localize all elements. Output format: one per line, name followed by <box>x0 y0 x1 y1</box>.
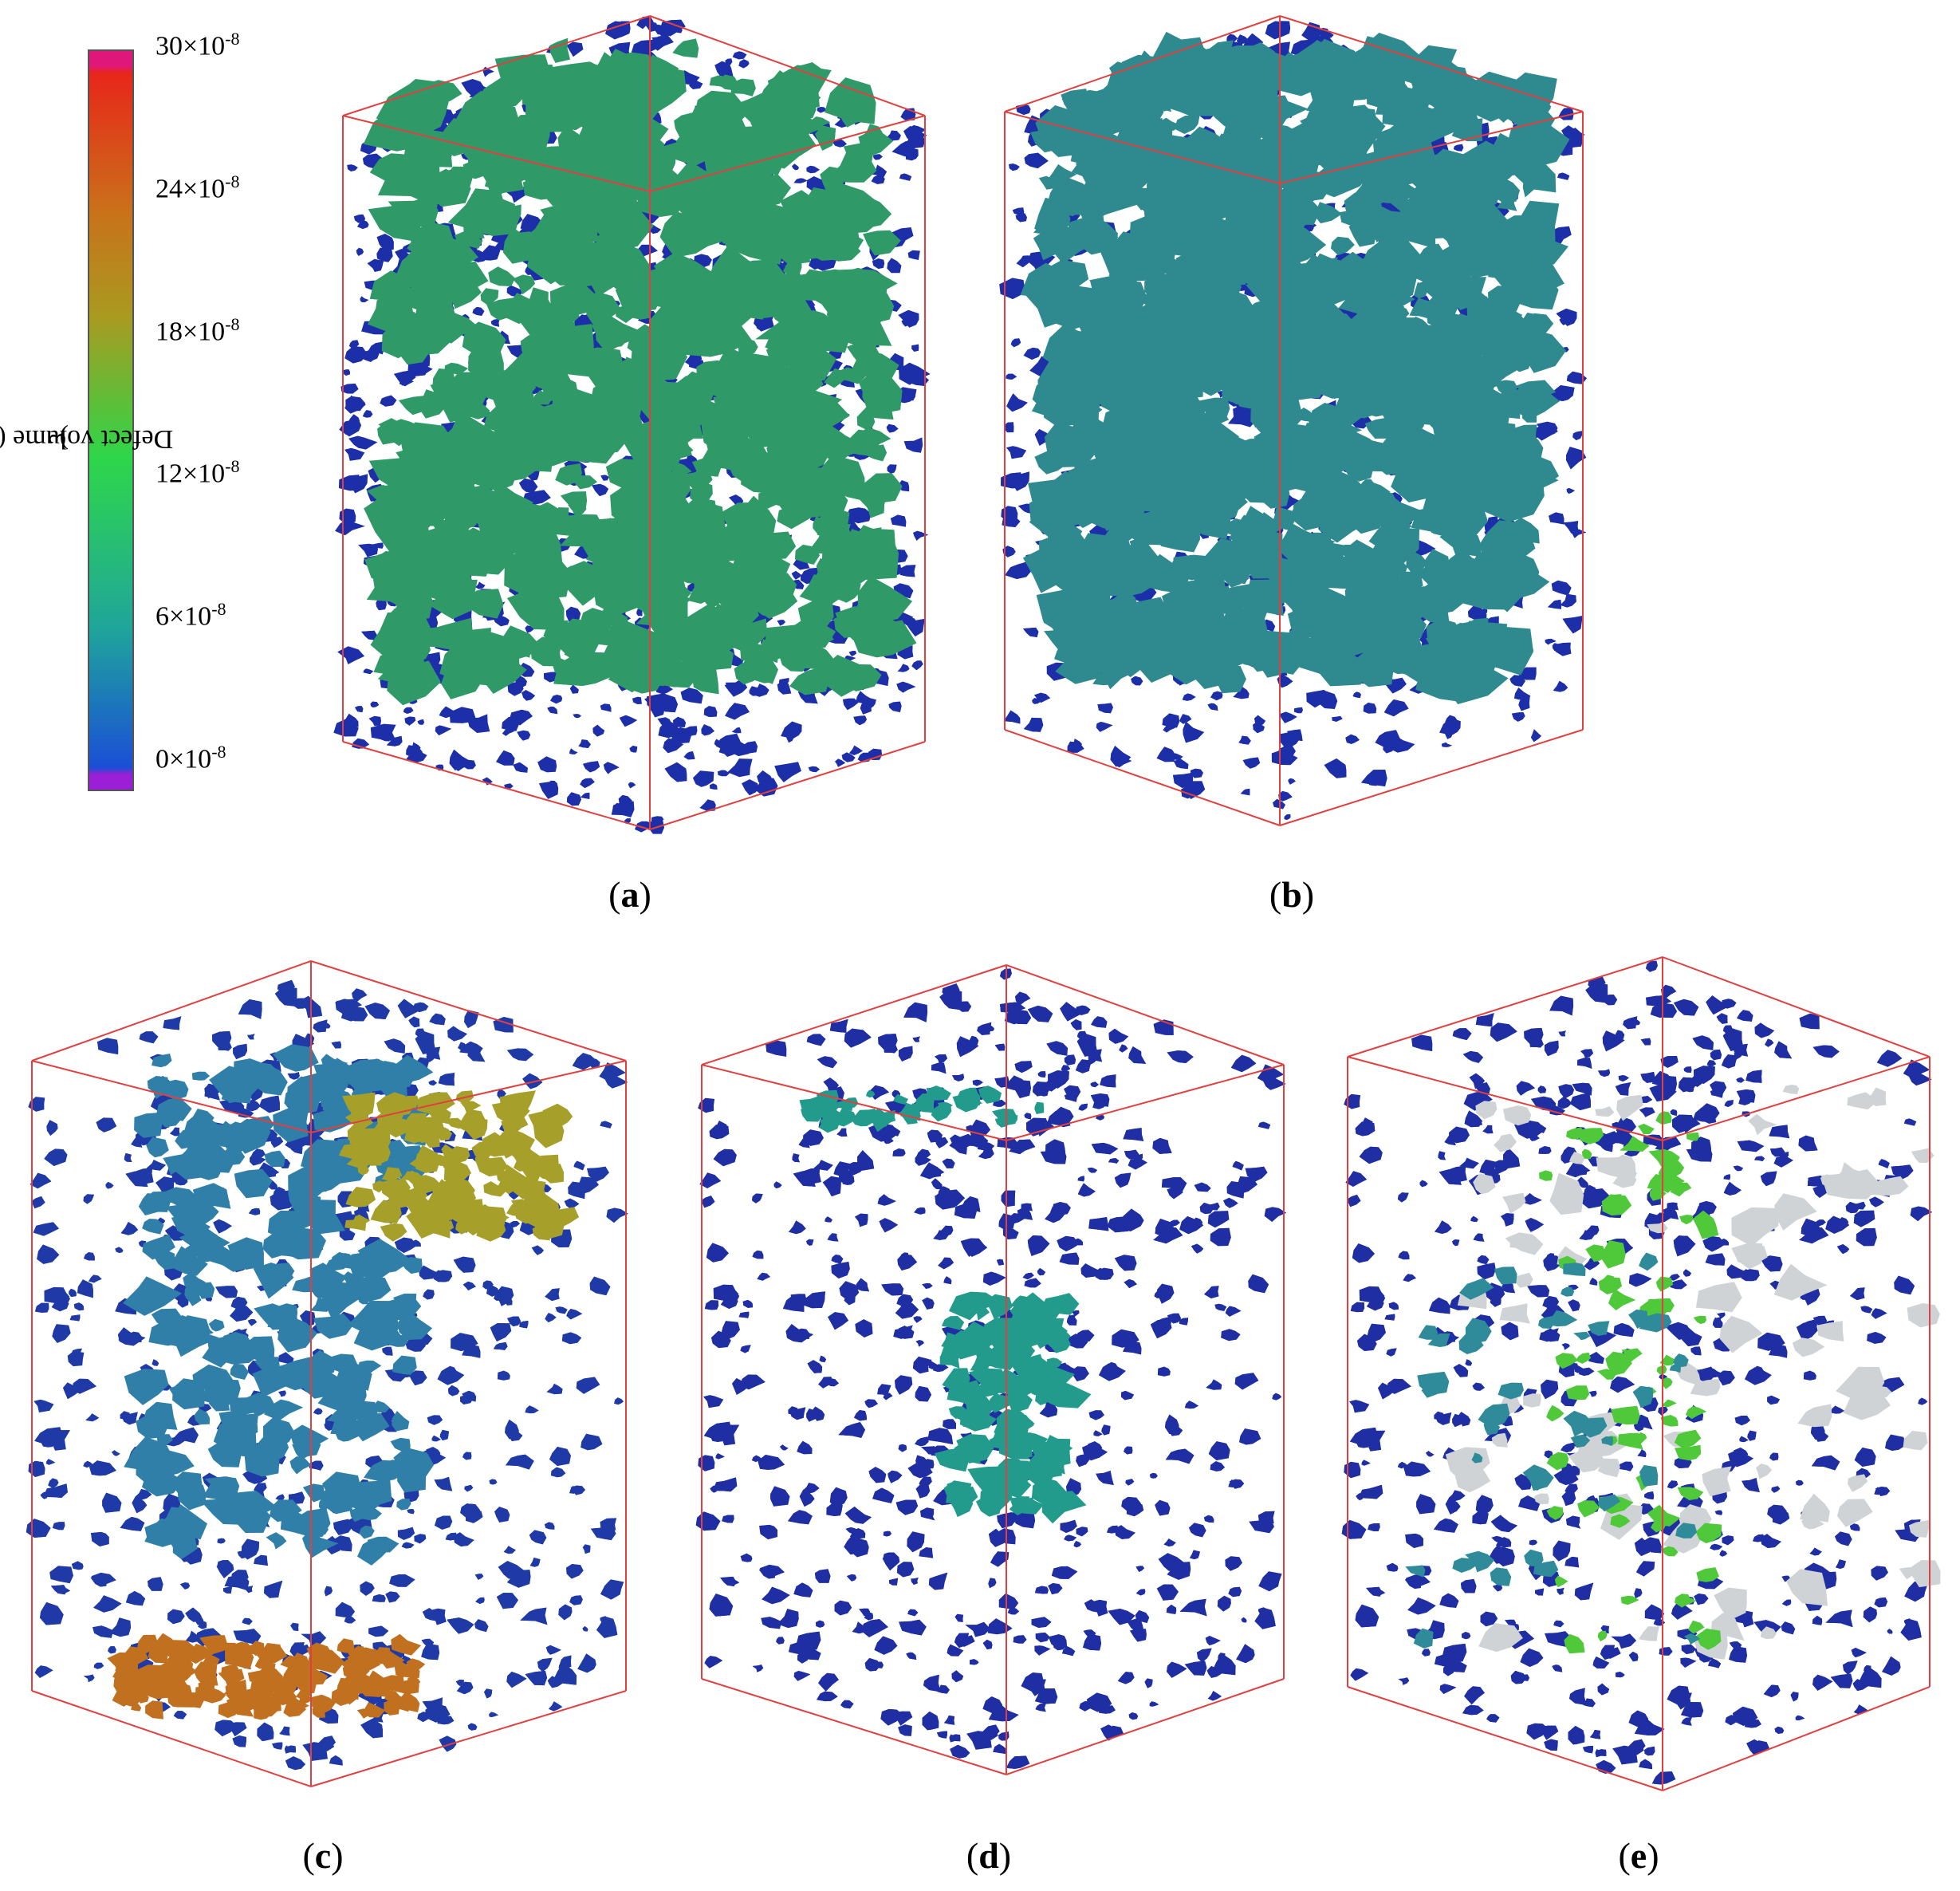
panel-d-bounding-box <box>701 964 1285 1775</box>
panel-c-volume <box>26 979 628 1771</box>
colorbar-tick-label: 18×10-8 <box>155 314 240 347</box>
panel-label-c: (c) <box>302 1835 344 1876</box>
colorbar-tick-label: 6×10-8 <box>155 599 226 632</box>
panel-e-bounding-box <box>1347 956 1930 1791</box>
panel-label-e: (e) <box>1618 1835 1659 1876</box>
panel-b-volume <box>999 21 1587 821</box>
panel-a-volume <box>333 16 931 834</box>
panel-e-volume <box>1341 960 1941 1785</box>
panel-label-a: (a) <box>608 874 651 915</box>
colorbar-tick-label: 0×10-8 <box>155 742 226 774</box>
panel-b-bounding-box <box>1004 15 1584 826</box>
panel-a-bounding-box <box>342 15 926 830</box>
panel-label-b: (b) <box>1269 874 1315 915</box>
colorbar-tick-label: 24×10-8 <box>155 171 240 204</box>
colorbar-tick-label: 30×10-8 <box>155 29 240 61</box>
colorbar-gradient <box>88 49 134 791</box>
panel-d-volume <box>695 968 1287 1769</box>
colorbar-tick-label: 12×10-8 <box>155 456 240 489</box>
panel-label-d: (d) <box>966 1835 1012 1876</box>
panel-c-bounding-box <box>31 960 627 1787</box>
